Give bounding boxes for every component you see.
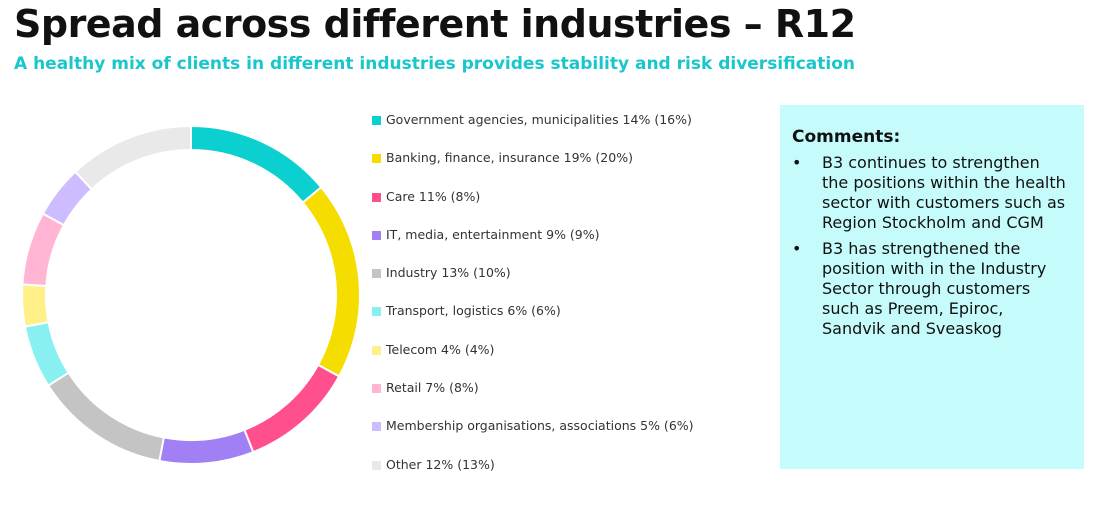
- legend-label: Industry 13% (10%): [386, 265, 511, 281]
- legend-label: Membership organisations, associations 5…: [386, 418, 694, 434]
- legend-swatch: [372, 384, 381, 394]
- legend-label: Care 11% (8%): [386, 188, 481, 204]
- legend-swatch: [372, 422, 381, 432]
- donut-slice-telecom: [21, 283, 50, 328]
- legend-item: Industry 13% (10%): [372, 265, 694, 303]
- comment-text: B3 continues to strengthen the positions…: [822, 153, 1066, 232]
- legend-swatch: [372, 269, 381, 279]
- comment-item: • B3 continues to strengthen the positio…: [792, 153, 1070, 233]
- comments-list: • B3 continues to strengthen the positio…: [792, 153, 1070, 339]
- legend-item: Government agencies, municipalities 14% …: [372, 112, 694, 150]
- legend-label: IT, media, entertainment 9% (9%): [386, 226, 600, 242]
- comments-panel: Comments: • B3 continues to strengthen t…: [780, 105, 1084, 469]
- legend-item: IT, media, entertainment 9% (9%): [372, 227, 694, 265]
- legend-item: Telecom 4% (4%): [372, 342, 694, 380]
- bullet-icon: •: [792, 153, 802, 172]
- comment-text: B3 has strengthened the position with in…: [822, 239, 1047, 338]
- comments-title: Comments:: [792, 127, 901, 147]
- legend-swatch: [372, 307, 381, 317]
- donut-slice-industry: [46, 371, 165, 463]
- legend-label: Retail 7% (8%): [386, 380, 479, 396]
- donut-slice-transport-logistics: [23, 321, 70, 387]
- legend-item: Other 12% (13%): [372, 457, 694, 495]
- legend-item: Retail 7% (8%): [372, 380, 694, 418]
- bullet-icon: •: [792, 239, 802, 258]
- legend-label: Banking, finance, insurance 19% (20%): [386, 150, 633, 166]
- comment-item: • B3 has strengthened the position with …: [792, 239, 1070, 339]
- donut-slice-retail: [21, 212, 66, 287]
- legend-item: Banking, finance, insurance 19% (20%): [372, 150, 694, 188]
- legend-label: Other 12% (13%): [386, 456, 495, 472]
- donut-slice-it-media-entertainment: [158, 428, 255, 465]
- legend-swatch: [372, 230, 381, 240]
- legend-swatch: [372, 460, 381, 470]
- donut-slice-care: [243, 363, 341, 454]
- donut-slice-government-agencies-municipalities: [190, 124, 323, 204]
- page-subtitle: A healthy mix of clients in different in…: [14, 54, 856, 74]
- legend-item: Care 11% (8%): [372, 189, 694, 227]
- legend-item: Membership organisations, associations 5…: [372, 418, 694, 456]
- chart-legend: Government agencies, municipalities 14% …: [372, 112, 694, 495]
- legend-label: Transport, logistics 6% (6%): [386, 303, 561, 319]
- donut-slice-banking-finance-insurance: [301, 185, 361, 378]
- legend-item: Transport, logistics 6% (6%): [372, 303, 694, 341]
- legend-label: Telecom 4% (4%): [386, 341, 495, 357]
- page-title: Spread across different industries – R12: [14, 2, 856, 46]
- legend-swatch: [372, 345, 381, 355]
- legend-swatch: [372, 154, 381, 164]
- donut-chart: [21, 124, 361, 465]
- legend-swatch: [372, 192, 381, 202]
- legend-label: Government agencies, municipalities 14% …: [386, 112, 692, 127]
- donut-slice-other: [73, 124, 192, 191]
- legend-swatch: [372, 116, 381, 125]
